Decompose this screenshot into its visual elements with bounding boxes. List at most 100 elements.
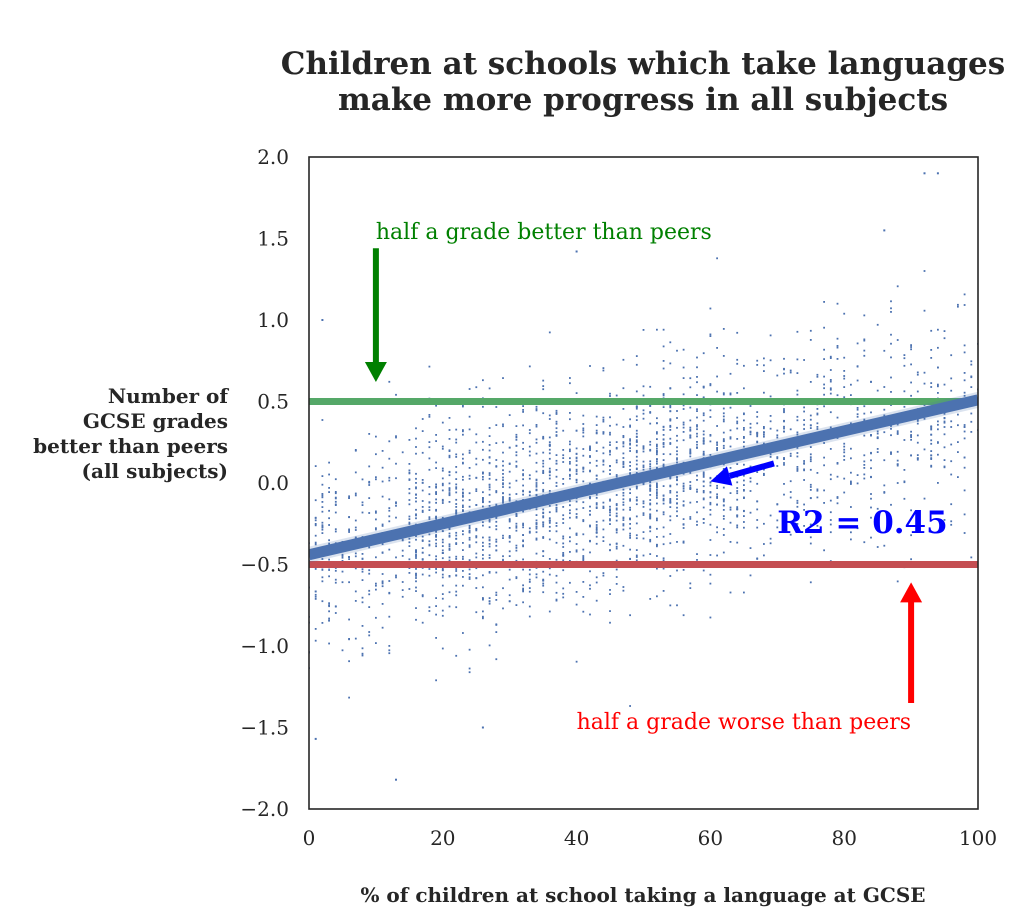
scatter-point — [375, 528, 377, 531]
scatter-point — [656, 595, 658, 598]
y-tick-label: −1.5 — [240, 716, 289, 740]
scatter-point — [548, 517, 551, 520]
scatter-point — [535, 479, 538, 482]
scatter-point — [354, 471, 357, 474]
scatter-point — [361, 478, 364, 481]
scatter-point — [649, 465, 652, 468]
scatter-point — [448, 456, 451, 459]
scatter-point — [495, 442, 498, 444]
scatter-point — [569, 473, 571, 476]
scatter-point — [482, 471, 484, 474]
scatter-point — [863, 314, 866, 317]
scatter-point — [375, 510, 377, 513]
scatter-point — [649, 460, 652, 463]
scatter-point — [314, 519, 317, 522]
scatter-point — [910, 438, 912, 441]
scatter-point — [395, 516, 397, 519]
scatter-point — [528, 445, 531, 448]
scatter-point — [522, 534, 524, 536]
scatter-point — [823, 358, 825, 360]
scatter-point — [682, 482, 685, 485]
scatter-point — [829, 380, 832, 383]
scatter-point — [428, 509, 431, 511]
scatter-point — [796, 502, 799, 504]
scatter-point — [796, 468, 799, 471]
scatter-point — [475, 529, 478, 532]
scatter-point — [676, 457, 678, 460]
scatter-point — [562, 518, 565, 520]
scatter-point — [722, 509, 725, 511]
scatter-point — [930, 426, 933, 428]
scatter-point — [475, 587, 478, 589]
scatter-point — [615, 519, 618, 522]
scatter-point — [943, 446, 946, 449]
scatter-point — [656, 328, 658, 331]
scatter-point — [448, 559, 451, 562]
scatter-point — [548, 567, 551, 570]
scatter-point — [836, 302, 839, 305]
scatter-point — [482, 491, 484, 494]
scatter-point — [589, 445, 591, 448]
scatter-point — [957, 424, 959, 427]
scatter-point — [435, 515, 437, 518]
scatter-point — [328, 558, 330, 561]
scatter-point — [609, 473, 611, 475]
scatter-point — [883, 491, 886, 494]
scatter-point — [334, 528, 337, 531]
scatter-point — [783, 462, 785, 464]
scatter-point — [629, 506, 631, 509]
scatter-point — [709, 434, 712, 437]
scatter-point — [642, 460, 645, 463]
scatter-point — [729, 445, 732, 448]
scatter-point — [776, 519, 779, 522]
scatter-point — [508, 540, 511, 543]
scatter-point — [863, 473, 866, 476]
scatter-point — [381, 585, 384, 588]
scatter-point — [756, 415, 759, 418]
scatter-point — [649, 517, 652, 520]
scatter-point — [783, 411, 785, 414]
scatter-point — [615, 528, 618, 531]
scatter-point — [829, 411, 832, 414]
scatter-point — [528, 429, 531, 431]
scatter-point — [910, 454, 912, 457]
scatter-point — [334, 478, 337, 481]
scatter-point — [783, 463, 785, 466]
scatter-point — [321, 532, 324, 534]
scatter-point — [542, 536, 545, 538]
scatter-point — [870, 459, 872, 462]
scatter-point — [448, 532, 451, 535]
scatter-point — [803, 525, 805, 527]
scatter-point — [522, 473, 524, 475]
scatter-point — [448, 549, 451, 551]
scatter-point — [495, 520, 498, 523]
scatter-point — [448, 494, 451, 497]
scatter-point — [575, 392, 578, 394]
scatter-point — [763, 370, 765, 372]
scatter-point — [890, 391, 892, 393]
scatter-point — [582, 507, 585, 509]
scatter-point — [870, 493, 872, 495]
scatter-point — [582, 520, 585, 523]
scatter-point — [809, 497, 812, 500]
scatter-point — [468, 388, 471, 390]
scatter-point — [589, 496, 591, 498]
scatter-point — [542, 550, 545, 553]
regression-line — [309, 391, 978, 563]
scatter-point — [629, 418, 631, 421]
scatter-point — [528, 490, 531, 493]
scatter-point — [642, 554, 645, 557]
scatter-point — [696, 524, 698, 526]
scatter-point — [415, 568, 417, 570]
scatter-point — [421, 511, 424, 513]
scatter-point — [542, 385, 545, 387]
scatter-point — [542, 584, 545, 587]
scatter-point — [749, 426, 752, 429]
scatter-point — [428, 501, 431, 504]
scatter-point — [595, 429, 598, 432]
scatter-point — [455, 534, 458, 537]
scatter-point — [575, 429, 578, 432]
scatter-point — [428, 414, 431, 416]
scatter-point — [435, 483, 437, 486]
